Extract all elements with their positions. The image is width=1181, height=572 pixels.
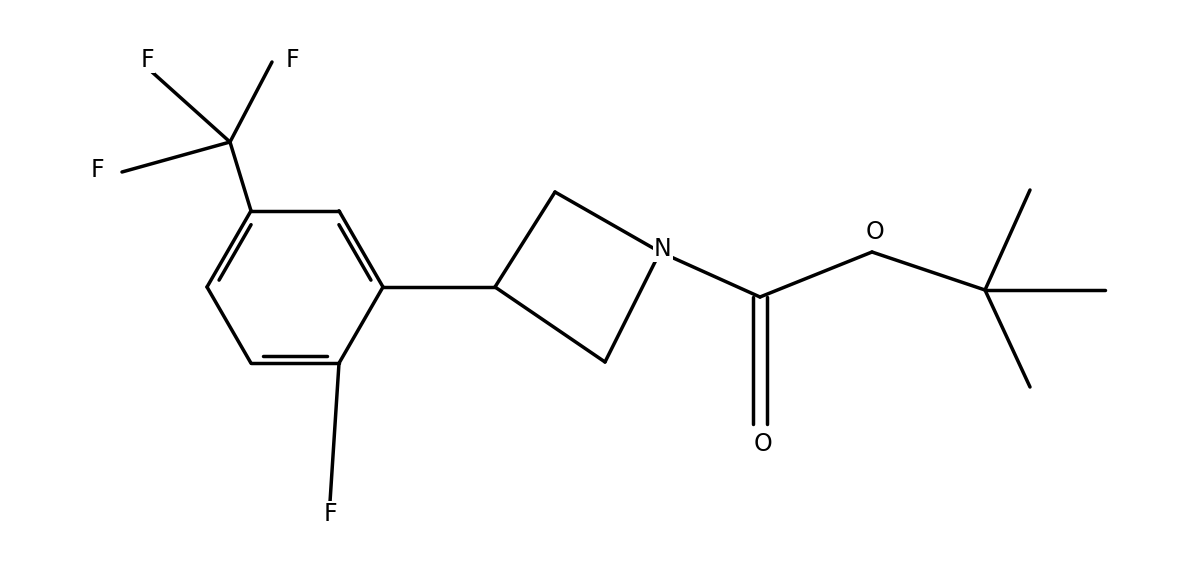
Text: O: O	[753, 432, 772, 456]
Text: F: F	[324, 502, 337, 526]
Text: F: F	[90, 158, 104, 182]
Text: O: O	[866, 220, 885, 244]
Text: F: F	[141, 48, 154, 72]
Text: N: N	[654, 237, 672, 261]
Text: F: F	[285, 48, 299, 72]
